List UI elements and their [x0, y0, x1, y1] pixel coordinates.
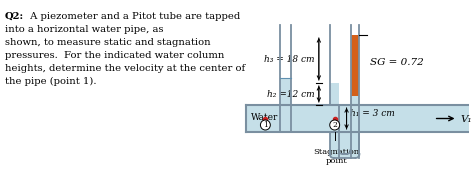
- Bar: [338, 132, 351, 158]
- Text: Q2:: Q2:: [5, 12, 24, 21]
- Bar: [351, 35, 359, 96]
- Bar: [280, 105, 291, 132]
- Bar: [351, 96, 359, 158]
- Bar: [330, 83, 338, 158]
- Text: Water: Water: [251, 112, 278, 122]
- Text: the pipe (point 1).: the pipe (point 1).: [5, 77, 96, 86]
- Bar: [330, 105, 359, 132]
- Text: V₁: V₁: [460, 116, 472, 125]
- Circle shape: [330, 120, 340, 130]
- Text: A piezometer and a Pitot tube are tapped: A piezometer and a Pitot tube are tapped: [27, 12, 240, 21]
- Text: h₃ = 18 cm: h₃ = 18 cm: [264, 55, 315, 64]
- Text: Stagnation
point: Stagnation point: [314, 148, 360, 165]
- Text: pressures.  For the indicated water column: pressures. For the indicated water colum…: [5, 51, 224, 60]
- Bar: [246, 105, 469, 132]
- Text: 2: 2: [332, 121, 337, 129]
- Text: into a horizontal water pipe, as: into a horizontal water pipe, as: [5, 25, 164, 34]
- Text: h₁ = 3 cm: h₁ = 3 cm: [349, 109, 394, 118]
- Text: 1: 1: [263, 121, 268, 129]
- Text: heights, determine the velocity at the center of: heights, determine the velocity at the c…: [5, 64, 245, 73]
- Text: h₂ =12 cm: h₂ =12 cm: [267, 89, 315, 98]
- Text: SG = 0.72: SG = 0.72: [370, 57, 424, 66]
- Bar: [280, 78, 291, 105]
- Circle shape: [260, 120, 270, 130]
- Text: shown, to measure static and stagnation: shown, to measure static and stagnation: [5, 38, 210, 47]
